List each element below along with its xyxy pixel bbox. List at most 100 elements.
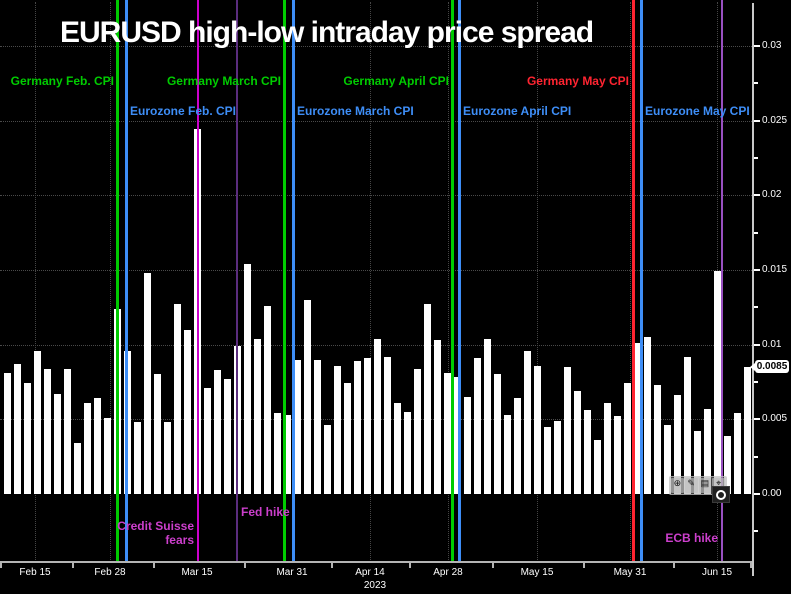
fed-hike-line (236, 0, 238, 562)
spread-bar (504, 415, 511, 494)
spread-bar (284, 415, 291, 494)
credit-suisse-fears-line (197, 0, 199, 562)
germany-feb-cpi-line (116, 0, 119, 562)
spread-bar (544, 427, 551, 494)
h-gridline (0, 46, 752, 47)
x-axis-tick (153, 563, 155, 568)
x-axis-tick-label: Feb 28 (94, 567, 126, 578)
y-axis-tick-label: 0.02 (762, 189, 782, 200)
spread-bar (594, 440, 601, 494)
spread-bar (4, 373, 11, 494)
x-axis-tick-label: Apr 14 (355, 567, 385, 578)
y-axis-tick (754, 418, 760, 420)
spread-bar (684, 357, 691, 494)
germany-may-cpi-line (632, 0, 635, 562)
spread-bar (414, 369, 421, 494)
spread-bar (624, 383, 631, 494)
spread-bar (324, 425, 331, 494)
spread-bar (734, 413, 741, 494)
germany-feb-cpi-label: Germany Feb. CPI (10, 74, 114, 88)
x-axis-tick (409, 563, 411, 568)
spread-bar (614, 416, 621, 494)
x-axis-tick-label: Jun 15 (701, 567, 733, 578)
h-gridline (0, 270, 752, 271)
spread-bar (534, 366, 541, 494)
germany-april-cpi-label: Germany April CPI (343, 74, 449, 88)
y-axis-tick-label: 0.01 (762, 339, 782, 350)
spread-bar (34, 351, 41, 494)
eurozone-feb-cpi-line (125, 0, 128, 562)
v-gridline (448, 2, 449, 562)
chart-settings-icon[interactable]: ▤ (698, 478, 712, 493)
x-axis-tick (72, 563, 74, 568)
spread-bar (24, 383, 31, 494)
y-axis-tick (754, 120, 760, 122)
spread-bar (524, 351, 531, 494)
x-axis-tick-label: Apr 28 (433, 567, 463, 578)
spread-bar (644, 337, 651, 494)
v-gridline (537, 2, 538, 562)
spread-bar (674, 395, 681, 494)
spread-bar (574, 391, 581, 494)
eurozone-april-cpi-line (458, 0, 461, 562)
crosshair-icon[interactable]: ⊕ (671, 478, 684, 493)
h-gridline (0, 195, 752, 196)
spread-bar (394, 403, 401, 494)
spread-bar (484, 339, 491, 494)
spread-bar (204, 388, 211, 494)
spread-bar (604, 403, 611, 494)
spread-bar (444, 373, 451, 494)
x-axis-tick (331, 563, 333, 568)
x-axis-tick-label: Mar 31 (276, 567, 308, 578)
spread-bar (314, 360, 321, 494)
y-axis-minor-tick (754, 306, 758, 308)
y-axis-minor-tick (754, 157, 758, 159)
x-axis-tick (492, 563, 494, 568)
y-axis-tick-label: 0.00 (762, 488, 782, 499)
x-axis-line (0, 561, 754, 563)
y-axis-tick-label: 0.03 (762, 40, 782, 51)
v-gridline (370, 2, 371, 562)
spread-bar (474, 358, 481, 494)
spread-bar (744, 367, 751, 494)
spread-bar (364, 358, 371, 494)
spread-bar (244, 264, 251, 494)
germany-march-cpi-label: Germany March CPI (166, 74, 281, 88)
spread-bar (654, 385, 661, 494)
spread-bar (334, 366, 341, 494)
x-axis-tick-label: Mar 15 (181, 567, 213, 578)
spread-bar (704, 409, 711, 494)
spread-bar (44, 369, 51, 494)
y-axis-minor-tick (754, 232, 758, 234)
spread-bar (304, 300, 311, 494)
germany-april-cpi-line (451, 0, 454, 562)
fed-hike-label: Fed hike (241, 505, 290, 519)
spread-bar (64, 369, 71, 494)
spread-bar (374, 339, 381, 494)
spread-bar (384, 357, 391, 494)
current-value-badge: 0.0085 (750, 360, 789, 373)
spread-bar (714, 271, 721, 494)
germany-march-cpi-line (283, 0, 286, 562)
annotate-icon[interactable]: ✎ (684, 478, 698, 493)
y-axis-tick (754, 194, 760, 196)
spread-bar (74, 443, 81, 494)
y-axis-tick (754, 269, 760, 271)
x-axis-tick (244, 563, 246, 568)
spread-bar (464, 397, 471, 494)
y-axis-minor-tick (754, 456, 758, 458)
ecb-hike-line (721, 0, 723, 562)
spread-bar (174, 304, 181, 494)
spread-bar (494, 374, 501, 494)
spread-bar (14, 364, 21, 494)
spread-bar (144, 273, 151, 494)
spread-bar (254, 339, 261, 494)
v-gridline (630, 2, 631, 562)
v-gridline (35, 2, 36, 562)
event-marker[interactable] (712, 486, 730, 503)
spread-bar (584, 410, 591, 494)
spread-bar (154, 374, 161, 494)
x-axis-year-label: 2023 (363, 580, 387, 591)
x-axis-tick-label: Feb 15 (19, 567, 51, 578)
spread-bar (84, 403, 91, 494)
